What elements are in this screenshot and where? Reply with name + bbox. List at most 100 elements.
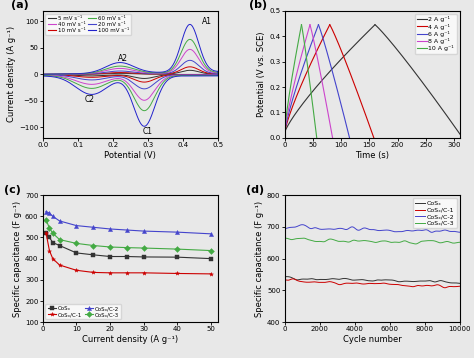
6 A g⁻¹ bbox=[310, 37, 316, 41]
Line: 8 A g⁻¹: 8 A g⁻¹ bbox=[284, 25, 310, 133]
40 mV s⁻¹ bbox=[187, 47, 192, 52]
CoSₓ bbox=[457, 281, 463, 285]
40 mV s⁻¹ bbox=[40, 72, 46, 77]
CoSₓ/C-3 bbox=[292, 237, 298, 241]
CoSₓ/C-3 bbox=[141, 246, 146, 250]
5 mV s⁻¹ bbox=[40, 72, 46, 77]
CoSₓ bbox=[43, 231, 49, 235]
CoSₓ/C-3 bbox=[329, 237, 335, 241]
CoSₓ bbox=[282, 275, 287, 279]
CoSₓ bbox=[443, 280, 448, 284]
CoSₓ/C-1 bbox=[329, 280, 335, 284]
20 mV s⁻¹ bbox=[123, 69, 129, 73]
Line: 5 mV s⁻¹: 5 mV s⁻¹ bbox=[43, 70, 218, 74]
X-axis label: Current density (A g⁻¹): Current density (A g⁻¹) bbox=[82, 335, 178, 344]
CoSₓ bbox=[46, 235, 52, 240]
8 A g⁻¹ bbox=[305, 31, 310, 35]
CoSₓ/C-2 bbox=[73, 223, 79, 228]
5 mV s⁻¹ bbox=[183, 68, 189, 73]
4 A g⁻¹ bbox=[310, 58, 315, 63]
100 mV s⁻¹ bbox=[40, 72, 46, 77]
CoSₓ/C-3 bbox=[57, 237, 63, 242]
4 A g⁻¹ bbox=[323, 31, 328, 35]
Line: CoSₓ/C-1: CoSₓ/C-1 bbox=[44, 231, 213, 276]
Text: A2: A2 bbox=[118, 54, 128, 63]
CoSₓ bbox=[293, 277, 299, 282]
Text: A1: A1 bbox=[202, 17, 212, 26]
2 A g⁻¹ bbox=[337, 58, 343, 63]
10 mV s⁻¹ bbox=[144, 72, 150, 76]
8 A g⁻¹ bbox=[297, 61, 302, 65]
CoSₓ/C-1 bbox=[174, 271, 180, 276]
CoSₓ/C-2 bbox=[107, 227, 113, 231]
Line: CoSₓ: CoSₓ bbox=[44, 231, 213, 261]
CoSₓ bbox=[91, 253, 96, 257]
X-axis label: Time (s): Time (s) bbox=[355, 151, 389, 160]
10 A g⁻¹ bbox=[297, 31, 303, 35]
10 mV s⁻¹ bbox=[123, 71, 129, 75]
10 mV s⁻¹ bbox=[183, 65, 189, 69]
CoSₓ/C-1 bbox=[57, 263, 63, 267]
6 A g⁻¹ bbox=[282, 130, 287, 134]
2 A g⁻¹ bbox=[372, 23, 378, 27]
CoSₓ/C-2 bbox=[444, 228, 449, 232]
2 A g⁻¹ bbox=[282, 130, 288, 134]
Line: 2 A g⁻¹: 2 A g⁻¹ bbox=[284, 25, 375, 133]
40 mV s⁻¹ bbox=[211, 70, 217, 74]
CoSₓ bbox=[174, 255, 180, 259]
CoSₓ bbox=[141, 255, 146, 259]
CoSₓ/C-2 bbox=[91, 225, 96, 229]
CoSₓ/C-1 bbox=[315, 280, 321, 285]
CoSₓ/C-2 bbox=[450, 229, 456, 233]
CoSₓ/C-2 bbox=[46, 211, 52, 215]
8 A g⁻¹ bbox=[297, 60, 302, 64]
10 A g⁻¹ bbox=[292, 58, 298, 63]
100 mV s⁻¹ bbox=[211, 68, 217, 73]
CoSₓ/C-1 bbox=[282, 278, 287, 282]
Line: CoSₓ/C-2: CoSₓ/C-2 bbox=[44, 209, 213, 236]
CoSₓ bbox=[73, 251, 79, 255]
CoSₓ/C-2 bbox=[289, 225, 294, 229]
CoSₓ/C-2 bbox=[282, 227, 287, 231]
CoSₓ/C-3 bbox=[43, 218, 49, 222]
CoSₓ/C-3 bbox=[457, 240, 463, 245]
10 A g⁻¹ bbox=[299, 23, 304, 27]
100 mV s⁻¹ bbox=[135, 66, 140, 70]
2 A g⁻¹ bbox=[282, 131, 287, 135]
40 mV s⁻¹ bbox=[124, 67, 130, 71]
20 mV s⁻¹ bbox=[144, 71, 150, 76]
CoSₓ/C-2 bbox=[141, 229, 146, 233]
5 mV s⁻¹ bbox=[211, 72, 217, 76]
5 mV s⁻¹ bbox=[144, 72, 150, 76]
4 A g⁻¹ bbox=[309, 61, 314, 65]
60 mV s⁻¹ bbox=[144, 70, 150, 74]
CoSₓ/C-2 bbox=[50, 214, 55, 218]
CoSₓ/C-2 bbox=[209, 232, 214, 236]
CoSₓ/C-1 bbox=[50, 256, 55, 261]
CoSₓ/C-3 bbox=[46, 226, 52, 230]
10 mV s⁻¹ bbox=[187, 65, 192, 69]
CoSₓ/C-3 bbox=[174, 247, 180, 251]
40 mV s⁻¹ bbox=[135, 69, 140, 73]
20 mV s⁻¹ bbox=[40, 72, 46, 77]
6 A g⁻¹ bbox=[282, 131, 287, 135]
CoSₓ/C-1 bbox=[291, 277, 296, 281]
Line: 100 mV s⁻¹: 100 mV s⁻¹ bbox=[43, 24, 218, 74]
60 mV s⁻¹ bbox=[211, 69, 217, 74]
60 mV s⁻¹ bbox=[215, 70, 221, 74]
20 mV s⁻¹ bbox=[183, 59, 189, 64]
CoSₓ/C-1 bbox=[43, 231, 49, 235]
60 mV s⁻¹ bbox=[135, 68, 140, 72]
6 A g⁻¹ bbox=[302, 58, 308, 63]
CoSₓ/C-2 bbox=[43, 209, 49, 214]
CoSₓ/C-3 bbox=[301, 236, 307, 240]
CoSₓ/C-1 bbox=[73, 268, 79, 272]
Y-axis label: Potential (V vs. SCE): Potential (V vs. SCE) bbox=[257, 32, 266, 117]
Text: (c): (c) bbox=[4, 184, 21, 194]
8 A g⁻¹ bbox=[282, 131, 287, 135]
CoSₓ bbox=[57, 243, 63, 248]
8 A g⁻¹ bbox=[307, 23, 313, 27]
CoSₓ/C-2 bbox=[174, 230, 180, 234]
CoSₓ bbox=[124, 255, 130, 259]
Line: CoSₓ/C-3: CoSₓ/C-3 bbox=[284, 238, 460, 244]
